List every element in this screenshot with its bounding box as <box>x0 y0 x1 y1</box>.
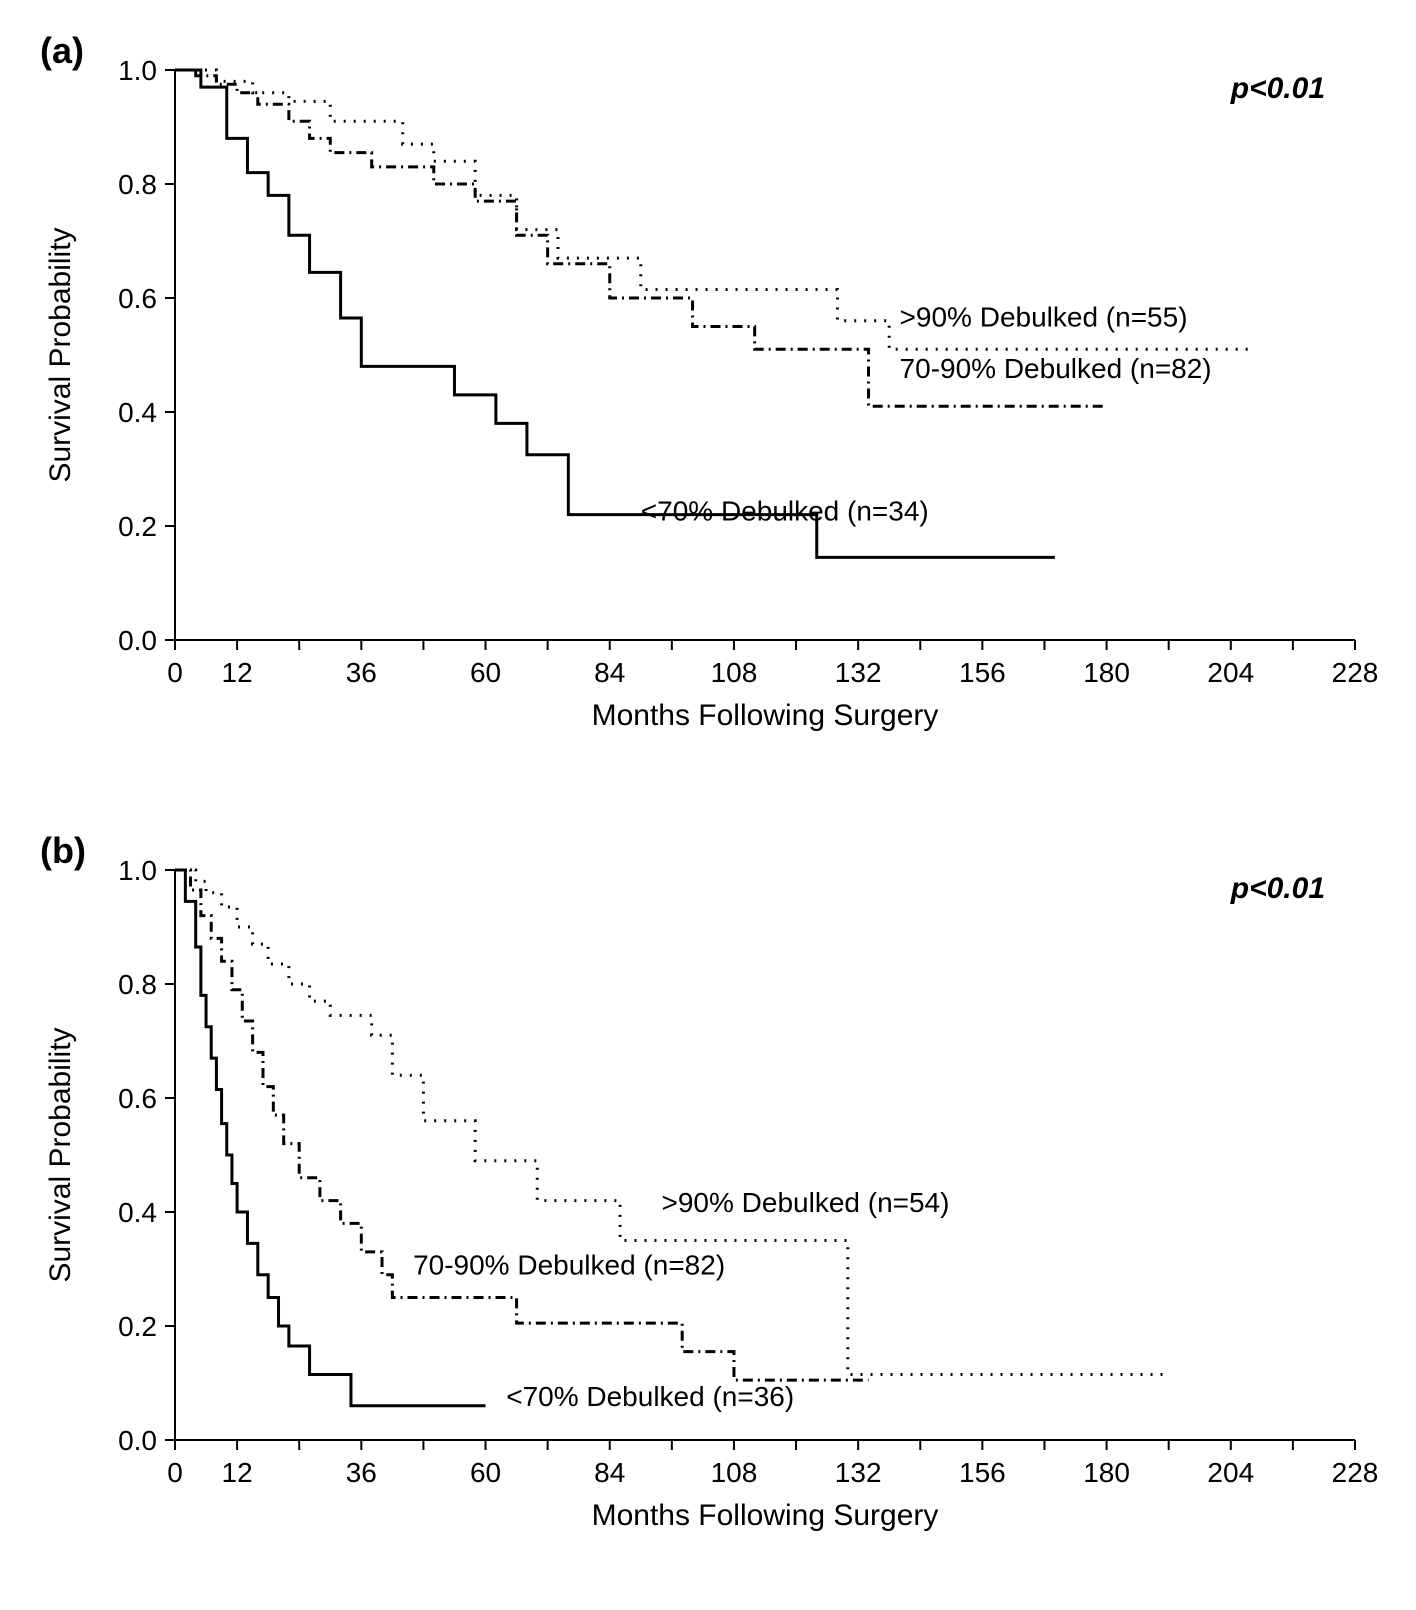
svg-text:p<0.01: p<0.01 <box>1230 72 1325 105</box>
svg-text:0.4: 0.4 <box>118 397 157 428</box>
svg-text:204: 204 <box>1207 657 1254 688</box>
svg-text:<70% Debulked (n=34): <70% Debulked (n=34) <box>641 495 929 526</box>
svg-text:>90% Debulked (n=54): >90% Debulked (n=54) <box>661 1187 949 1218</box>
svg-text:0.8: 0.8 <box>118 169 157 200</box>
svg-text:>90% Debulked (n=55): >90% Debulked (n=55) <box>900 302 1188 333</box>
svg-text:108: 108 <box>711 1457 758 1488</box>
svg-text:60: 60 <box>470 657 501 688</box>
svg-text:180: 180 <box>1083 1457 1130 1488</box>
svg-text:1.0: 1.0 <box>118 855 157 886</box>
svg-text:156: 156 <box>959 657 1006 688</box>
svg-text:228: 228 <box>1332 657 1379 688</box>
svg-text:84: 84 <box>594 657 625 688</box>
svg-text:Survival Probability: Survival Probability <box>44 1027 77 1282</box>
svg-text:60: 60 <box>470 1457 501 1488</box>
figure-container: (a) (b) 0.00.20.40.60.81.001236608410813… <box>0 0 1416 1610</box>
svg-text:<70% Debulked (n=36): <70% Debulked (n=36) <box>506 1381 794 1412</box>
svg-text:12: 12 <box>222 657 253 688</box>
svg-text:12: 12 <box>222 1457 253 1488</box>
svg-text:70-90% Debulked (n=82): 70-90% Debulked (n=82) <box>413 1250 725 1281</box>
svg-text:Months Following Surgery: Months Following Surgery <box>592 1499 939 1532</box>
svg-text:0.2: 0.2 <box>118 511 157 542</box>
svg-text:0: 0 <box>167 657 183 688</box>
svg-text:0.2: 0.2 <box>118 1311 157 1342</box>
svg-text:0.6: 0.6 <box>118 1083 157 1114</box>
svg-text:0.6: 0.6 <box>118 283 157 314</box>
svg-text:1.0: 1.0 <box>118 55 157 86</box>
svg-text:Survival Probability: Survival Probability <box>44 227 77 482</box>
svg-text:0.0: 0.0 <box>118 625 157 656</box>
svg-text:Months Following Surgery: Months Following Surgery <box>592 699 939 732</box>
svg-text:36: 36 <box>346 657 377 688</box>
svg-text:204: 204 <box>1207 1457 1254 1488</box>
svg-text:228: 228 <box>1332 1457 1379 1488</box>
svg-text:132: 132 <box>835 657 882 688</box>
svg-text:0.8: 0.8 <box>118 969 157 1000</box>
plot-svg: 0.0 0.2 0.4 0.6 0.8 1.0 0 12 36 60 84 108 132 156 180 2… <box>0 0 1416 1610</box>
svg-text:70-90% Debulked (n=82): 70-90% Debulked (n=82) <box>900 353 1212 384</box>
svg-text:0: 0 <box>167 1457 183 1488</box>
svg-text:132: 132 <box>835 1457 882 1488</box>
svg-text:p<0.01: p<0.01 <box>1230 872 1325 905</box>
svg-text:84: 84 <box>594 1457 625 1488</box>
svg-text:0.0: 0.0 <box>118 1425 157 1456</box>
svg-text:108: 108 <box>711 657 758 688</box>
svg-text:0.4: 0.4 <box>118 1197 157 1228</box>
svg-text:180: 180 <box>1083 657 1130 688</box>
svg-text:36: 36 <box>346 1457 377 1488</box>
svg-text:156: 156 <box>959 1457 1006 1488</box>
